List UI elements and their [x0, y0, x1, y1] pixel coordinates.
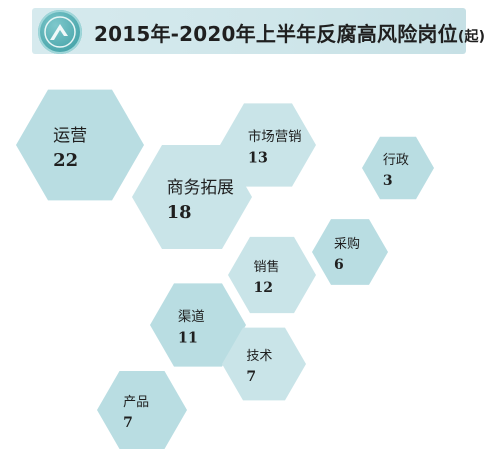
hex-value-label: 6: [334, 257, 344, 273]
hex-item: 技术 7: [222, 327, 306, 401]
hex-value-label: 22: [53, 150, 78, 171]
hex-mark: [312, 219, 388, 285]
hex-mark: [97, 371, 187, 449]
hex-item: 运营 22: [16, 89, 144, 201]
hex-item: 市场营销 13: [220, 103, 316, 187]
hex-category-label: 商务拓展: [167, 177, 234, 197]
hex-category-label: 渠道: [178, 309, 205, 325]
hex-category-label: 技术: [246, 349, 272, 364]
hex-item: 渠道 11: [150, 283, 246, 367]
hex-item: 产品 7: [97, 371, 187, 449]
hex-mark: [228, 236, 316, 314]
hex-value-label: 11: [178, 329, 198, 346]
hex-value-label: 13: [248, 149, 268, 166]
chart-title-unit: (起): [457, 29, 486, 45]
globe-glyph: [44, 16, 76, 48]
hex-category-label: 销售: [254, 259, 280, 275]
hex-item: 销售 12: [228, 236, 316, 314]
chart-title-main: 2015年-2020年上半年反腐高风险岗位: [94, 22, 458, 46]
hex-mark: [222, 327, 306, 401]
hex-item: 商务拓展 18: [132, 145, 252, 249]
hex-category-label: 采购: [334, 236, 360, 252]
hex-value-label: 12: [254, 280, 273, 296]
hex-value-label: 7: [246, 369, 256, 385]
hex-mark: [150, 283, 246, 367]
hex-value-label: 18: [167, 202, 192, 223]
hex-value-label: 7: [123, 415, 133, 431]
hex-item: 行政 3: [362, 136, 434, 200]
hex-category-label: 市场营销: [248, 128, 302, 145]
chart-title: 2015年-2020年上半年反腐高风险岗位(起): [94, 18, 485, 47]
title-bar: [32, 8, 466, 54]
hex-value-label: 3: [383, 173, 393, 189]
hex-category-label: 行政: [383, 153, 409, 168]
globe-badge-icon: [38, 10, 82, 54]
hex-mark: [132, 145, 252, 249]
hex-mark: [16, 89, 144, 201]
hex-mark: [220, 103, 316, 187]
hex-item: 采购 6: [312, 219, 388, 285]
hex-category-label: 运营: [53, 126, 87, 146]
hex-mark: [362, 136, 434, 200]
hex-category-label: 产品: [123, 395, 149, 410]
